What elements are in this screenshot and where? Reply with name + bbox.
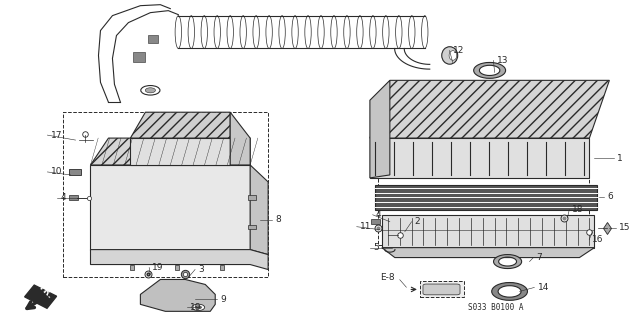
Text: 16: 16 xyxy=(593,235,604,244)
Bar xyxy=(63,112,268,278)
Text: 12: 12 xyxy=(452,46,464,55)
Bar xyxy=(69,195,78,200)
Polygon shape xyxy=(382,248,595,257)
Bar xyxy=(133,52,145,63)
Bar xyxy=(175,264,179,270)
Polygon shape xyxy=(370,80,609,138)
Bar xyxy=(90,165,250,249)
Bar xyxy=(131,138,230,165)
Polygon shape xyxy=(370,80,390,178)
Text: 8: 8 xyxy=(275,215,281,224)
Text: 18: 18 xyxy=(572,205,584,214)
Bar xyxy=(220,264,224,270)
Polygon shape xyxy=(250,165,268,255)
Bar xyxy=(378,178,589,245)
Text: 13: 13 xyxy=(497,56,508,65)
Circle shape xyxy=(192,304,205,310)
Text: 4: 4 xyxy=(376,210,381,219)
Text: 5: 5 xyxy=(373,243,379,252)
Text: 6: 6 xyxy=(607,192,613,201)
Polygon shape xyxy=(375,185,597,210)
Text: 9: 9 xyxy=(220,295,226,304)
Text: S033 B0100 A: S033 B0100 A xyxy=(468,303,523,312)
Text: E-8: E-8 xyxy=(380,273,395,282)
Ellipse shape xyxy=(449,51,457,60)
Bar xyxy=(148,34,158,42)
Polygon shape xyxy=(370,138,589,178)
Bar xyxy=(420,281,465,297)
Ellipse shape xyxy=(442,47,458,64)
Text: 15: 15 xyxy=(620,223,631,232)
Text: 3: 3 xyxy=(198,265,204,274)
Bar xyxy=(248,195,256,200)
Polygon shape xyxy=(230,112,250,165)
Polygon shape xyxy=(131,112,230,138)
Text: 19: 19 xyxy=(190,303,202,312)
Text: 11: 11 xyxy=(360,222,371,231)
Polygon shape xyxy=(140,279,215,311)
Text: 19: 19 xyxy=(152,263,164,272)
Bar xyxy=(371,219,380,224)
Polygon shape xyxy=(90,249,268,270)
FancyBboxPatch shape xyxy=(423,284,460,295)
Text: 14: 14 xyxy=(538,283,549,292)
Text: 4: 4 xyxy=(61,193,66,202)
Circle shape xyxy=(145,88,156,93)
Text: 10: 10 xyxy=(51,167,62,176)
Circle shape xyxy=(141,85,160,95)
Text: FR.: FR. xyxy=(37,283,54,300)
Text: 2: 2 xyxy=(415,217,420,226)
Polygon shape xyxy=(90,138,250,165)
Bar xyxy=(248,225,256,229)
Polygon shape xyxy=(25,285,56,308)
Bar xyxy=(68,168,81,175)
Bar xyxy=(131,264,134,270)
Text: 1: 1 xyxy=(618,153,623,162)
Text: 7: 7 xyxy=(536,253,542,262)
Polygon shape xyxy=(382,215,595,248)
Circle shape xyxy=(195,306,202,309)
Text: 17: 17 xyxy=(51,130,62,140)
